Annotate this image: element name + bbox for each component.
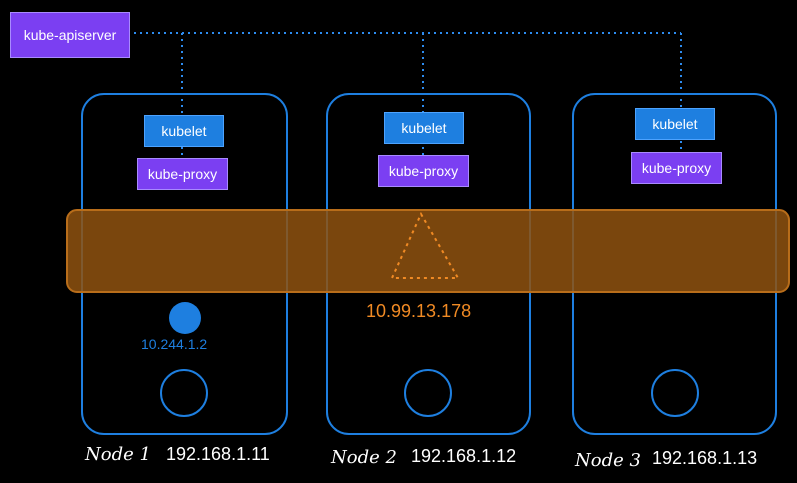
node3-home-button bbox=[651, 369, 699, 417]
node3-kube-proxy-box: kube-proxy bbox=[631, 152, 722, 184]
service-network-band bbox=[66, 209, 790, 293]
node3-kubelet-box: kubelet bbox=[635, 108, 715, 140]
service-triangle bbox=[390, 211, 460, 279]
kube-apiserver-box: kube-apiserver bbox=[10, 12, 130, 58]
node2-home-button bbox=[404, 369, 452, 417]
node3-ip: 192.168.1.13 bbox=[652, 448, 758, 468]
kube-apiserver-label: kube-apiserver bbox=[23, 27, 117, 43]
node2-name: Node 2 bbox=[331, 447, 397, 468]
node1-kubelet-box: kubelet bbox=[144, 115, 224, 147]
node1-ip: 192.168.1.11 bbox=[166, 444, 270, 464]
node2-kubelet-label: kubelet bbox=[401, 120, 447, 136]
node1-kube-proxy-label: kube-proxy bbox=[147, 166, 218, 182]
pod-ip-label: 10.244.1.2 bbox=[141, 336, 208, 352]
service-ip-label: 10.99.13.178 bbox=[366, 301, 472, 321]
node1-kubelet-label: kubelet bbox=[161, 123, 207, 139]
node2-kube-proxy-label: kube-proxy bbox=[388, 163, 459, 179]
node3-name: Node 3 bbox=[575, 450, 641, 471]
node1-home-button bbox=[160, 369, 208, 417]
pod-circle bbox=[169, 302, 201, 334]
node2-kube-proxy-box: kube-proxy bbox=[378, 155, 469, 187]
node3-kube-proxy-label: kube-proxy bbox=[641, 160, 712, 176]
node1-kube-proxy-box: kube-proxy bbox=[137, 158, 228, 190]
node2-kubelet-box: kubelet bbox=[384, 112, 464, 144]
node1-name: Node 1 bbox=[85, 444, 151, 465]
node3-kubelet-label: kubelet bbox=[652, 116, 698, 132]
node2-ip: 192.168.1.12 bbox=[411, 446, 517, 466]
